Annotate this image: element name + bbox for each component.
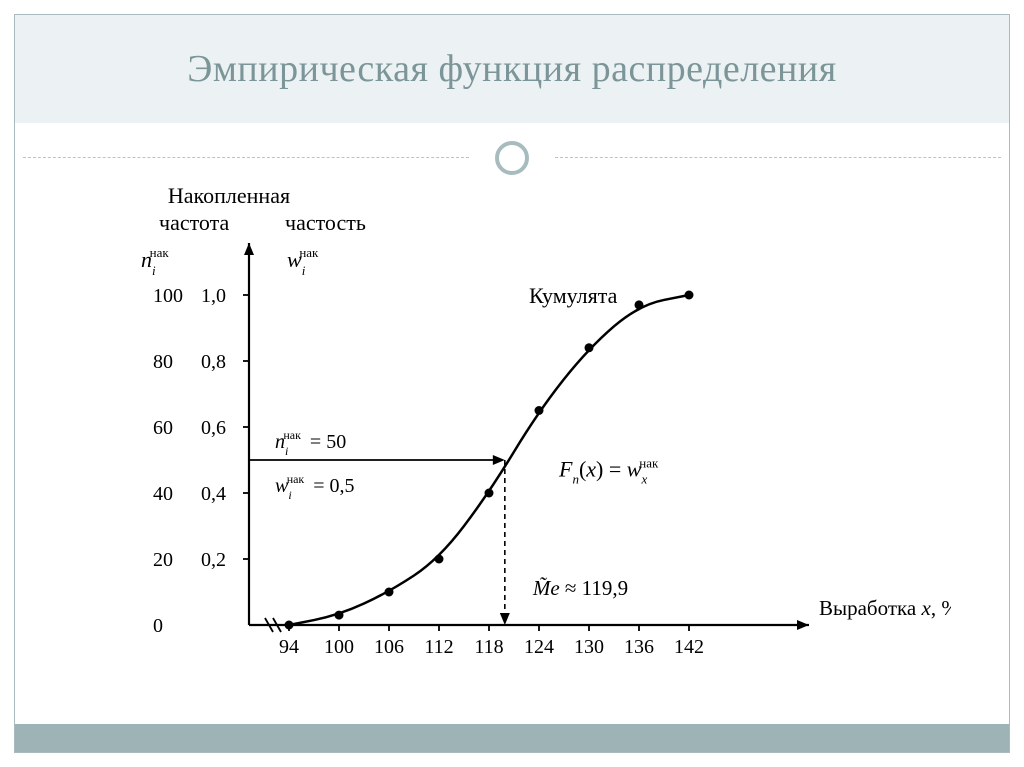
ytick-right: 0,2	[201, 549, 226, 571]
symbol-n: niнак	[141, 245, 169, 278]
annot-median: M̃e ≈ 119,9	[532, 576, 628, 600]
data-point	[435, 555, 444, 564]
symbol-w: wiнак	[287, 245, 319, 278]
chart-svg: 0 20 40 60 80 100 0,2 0,4 0,6 0,8 1,0 94 100 106 112 11…	[89, 185, 951, 705]
data-point	[585, 343, 594, 352]
data-point	[685, 291, 694, 300]
chart: 0 20 40 60 80 100 0,2 0,4 0,6 0,8 1,0 94 100 106 112 11…	[89, 185, 951, 705]
ytick-right: 0,6	[201, 417, 226, 439]
ornament-circle	[495, 141, 529, 175]
xtick: 112	[424, 636, 453, 658]
ytick-left: 40	[153, 483, 173, 505]
ytick-left: 20	[153, 549, 173, 571]
ytick-left: 80	[153, 351, 173, 373]
data-point	[635, 300, 644, 309]
xtick: 130	[574, 636, 604, 658]
xtick: 100	[324, 636, 354, 658]
xtick: 106	[374, 636, 404, 658]
svg-text:частость: частость	[285, 210, 366, 235]
ornament-line-left	[23, 157, 469, 158]
xtick: 94	[279, 636, 299, 658]
xtick: 136	[624, 636, 654, 658]
annot-n-eq: niнак = 50	[275, 428, 346, 458]
data-point	[535, 406, 544, 415]
data-point	[485, 489, 494, 498]
slide: Эмпирическая функция распределения 0 20 40…	[0, 0, 1024, 767]
ytick-left: 60	[153, 417, 173, 439]
ytick-right: 0,4	[201, 483, 226, 505]
slide-title: Эмпирическая функция распределения	[187, 47, 836, 91]
svg-text:частота: частота	[159, 210, 230, 235]
curve-label: Кумулята	[529, 283, 618, 308]
data-point	[285, 621, 294, 630]
data-point	[385, 588, 394, 597]
title-band: Эмпирическая функция распределения	[15, 15, 1009, 123]
ytick-right: 0,8	[201, 351, 226, 373]
ornament	[15, 137, 1009, 177]
annot-F-eq: Fn(x) = wxнак	[558, 456, 659, 487]
bottom-band	[15, 724, 1009, 752]
xtick: 124	[524, 636, 554, 658]
ytick-right: 1,0	[201, 285, 226, 307]
ytick-left: 0	[153, 615, 163, 637]
xtick: 118	[474, 636, 503, 658]
data-point	[335, 611, 344, 620]
slide-frame: Эмпирическая функция распределения 0 20 40…	[14, 14, 1010, 753]
ornament-line-right	[555, 157, 1001, 158]
xtick: 142	[674, 636, 704, 658]
x-axis-label: Выработка x, %	[819, 596, 951, 620]
svg-text:Накопленная: Накопленная	[168, 185, 290, 208]
ytick-left: 100	[153, 285, 183, 307]
annot-w-eq: wiнак = 0,5	[275, 472, 355, 502]
